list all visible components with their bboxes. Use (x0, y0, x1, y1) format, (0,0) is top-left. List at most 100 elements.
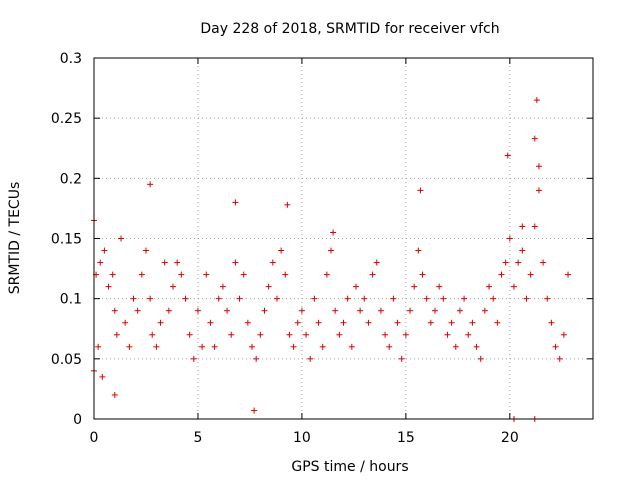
data-point (465, 331, 472, 338)
data-point (194, 307, 201, 314)
data-point (498, 271, 505, 278)
data-point (352, 283, 359, 290)
y-tick-label: 0.1 (60, 292, 82, 308)
data-point (535, 187, 542, 194)
data-point (111, 307, 118, 314)
data-point (101, 247, 108, 254)
data-point (540, 259, 547, 266)
data-point (523, 295, 530, 302)
data-point (170, 283, 177, 290)
data-point (219, 283, 226, 290)
data-point (290, 343, 297, 350)
data-point (510, 283, 517, 290)
data-point (118, 235, 125, 242)
data-point (149, 331, 156, 338)
data-point (269, 259, 276, 266)
data-point (544, 295, 551, 302)
data-point (157, 319, 164, 326)
data-point (319, 343, 326, 350)
data-point (560, 331, 567, 338)
data-point (565, 271, 572, 278)
data-point (431, 307, 438, 314)
data-point (398, 355, 405, 362)
data-point (153, 343, 160, 350)
data-point (211, 343, 218, 350)
data-point (95, 343, 102, 350)
data-point (207, 319, 214, 326)
data-point (257, 331, 264, 338)
data-point (311, 295, 318, 302)
data-point (113, 331, 120, 338)
data-point (452, 343, 459, 350)
y-axis-label: SRMTID / TECUs (7, 182, 23, 295)
data-point (203, 271, 210, 278)
data-point (386, 343, 393, 350)
data-point (236, 295, 243, 302)
data-point (134, 307, 141, 314)
data-point (481, 307, 488, 314)
data-point (448, 319, 455, 326)
data-point (215, 295, 222, 302)
data-point (548, 319, 555, 326)
data-point (332, 307, 339, 314)
data-point (178, 271, 185, 278)
data-point (394, 319, 401, 326)
data-point (340, 319, 347, 326)
data-point (307, 355, 314, 362)
data-point (251, 407, 258, 414)
data-point (519, 223, 526, 230)
data-point (284, 201, 291, 208)
data-point (278, 247, 285, 254)
data-point (456, 307, 463, 314)
data-point (494, 319, 501, 326)
data-point (97, 259, 104, 266)
y-tick-label: 0.05 (51, 352, 82, 368)
data-point (411, 283, 418, 290)
x-tick-label: 10 (293, 430, 311, 446)
data-point (486, 283, 493, 290)
data-point (527, 271, 534, 278)
data-point (419, 271, 426, 278)
data-point (323, 271, 330, 278)
data-point (556, 355, 563, 362)
data-point (477, 355, 484, 362)
data-point (298, 307, 305, 314)
x-tick-label: 20 (501, 430, 519, 446)
y-tick-label: 0.25 (51, 111, 82, 127)
data-point (336, 331, 343, 338)
data-point (369, 271, 376, 278)
data-point (142, 247, 149, 254)
data-point (244, 319, 251, 326)
data-point (109, 271, 116, 278)
data-point (357, 307, 364, 314)
data-point (122, 319, 129, 326)
data-point (328, 247, 335, 254)
data-point (390, 295, 397, 302)
data-point (174, 259, 181, 266)
data-point (232, 199, 239, 206)
data-point (138, 271, 145, 278)
data-point (423, 295, 430, 302)
data-point (515, 259, 522, 266)
data-point (224, 307, 231, 314)
x-tick-label: 5 (193, 430, 202, 446)
data-point (533, 97, 540, 104)
data-point (519, 247, 526, 254)
data-point (444, 331, 451, 338)
data-point (502, 259, 509, 266)
y-tick-label: 0.2 (60, 171, 82, 187)
data-point (361, 295, 368, 302)
data-point (303, 331, 310, 338)
data-point (365, 319, 372, 326)
data-point (382, 331, 389, 338)
x-tick-label: 0 (90, 430, 99, 446)
data-point (147, 181, 154, 188)
data-point (373, 259, 380, 266)
data-point (461, 295, 468, 302)
data-point (440, 295, 447, 302)
axis-ticks: 0 0.05 0.1 0.15 0.2 0.25 0.3 0 5 10 15 20 (51, 51, 593, 446)
data-point (199, 343, 206, 350)
x-tick-label: 15 (397, 430, 415, 446)
